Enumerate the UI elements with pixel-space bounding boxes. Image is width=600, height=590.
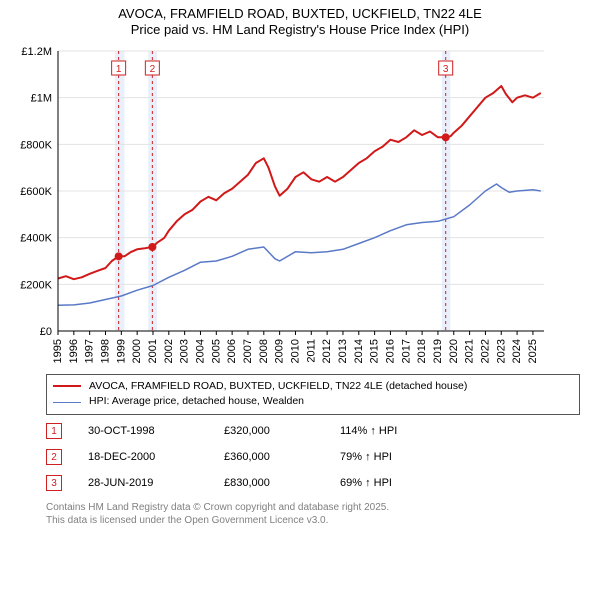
- x-tick-label: 2016: [384, 339, 396, 363]
- series-marker: [442, 133, 450, 141]
- marker-price: £360,000: [224, 451, 314, 463]
- x-tick-label: 2008: [258, 339, 270, 363]
- x-tick-label: 1995: [52, 339, 64, 363]
- marker-hpi: 79% ↑ HPI: [340, 451, 450, 463]
- x-tick-label: 1996: [68, 339, 80, 363]
- x-tick-label: 2010: [289, 339, 301, 363]
- x-tick-label: 2018: [416, 339, 428, 363]
- x-tick-label: 2001: [147, 339, 159, 363]
- x-tick-label: 1997: [84, 339, 96, 363]
- title-line-2: Price paid vs. HM Land Registry's House …: [0, 22, 600, 38]
- marker-table: 1 30-OCT-1998 £320,000 114% ↑ HPI 2 18-DEC-20…: [46, 423, 580, 491]
- x-tick-label: 2024: [511, 339, 523, 363]
- chart-title-block: AVOCA, FRAMFIELD ROAD, BUXTED, UCKFIELD,…: [0, 0, 600, 39]
- legend-swatch: [53, 402, 81, 403]
- x-tick-label: 1998: [99, 339, 111, 363]
- marker-badge: 2: [46, 449, 62, 465]
- x-tick-label: 2005: [210, 339, 222, 363]
- x-tick-label: 2021: [464, 339, 476, 363]
- legend-swatch: [53, 385, 81, 387]
- y-tick-label: £800K: [20, 139, 52, 151]
- x-tick-label: 2011: [305, 339, 317, 363]
- series-marker: [115, 252, 123, 260]
- marker-row: 3 28-JUN-2019 £830,000 69% ↑ HPI: [46, 475, 580, 491]
- title-line-1: AVOCA, FRAMFIELD ROAD, BUXTED, UCKFIELD,…: [0, 6, 600, 22]
- marker-date: 30-OCT-1998: [88, 425, 198, 437]
- x-tick-label: 2007: [242, 339, 254, 363]
- x-tick-label: 2009: [274, 339, 286, 363]
- footer-attribution: Contains HM Land Registry data © Crown c…: [46, 501, 580, 527]
- footer-line-2: This data is licensed under the Open Gov…: [46, 514, 580, 527]
- event-badge-label: 2: [150, 64, 156, 75]
- footer-line-1: Contains HM Land Registry data © Crown c…: [46, 501, 580, 514]
- x-tick-label: 2006: [226, 339, 238, 363]
- x-tick-label: 2014: [353, 339, 365, 363]
- y-tick-label: £0: [40, 326, 52, 338]
- x-tick-label: 2015: [369, 339, 381, 363]
- x-tick-label: 2000: [131, 339, 143, 363]
- event-badge-label: 3: [443, 64, 449, 75]
- marker-date: 28-JUN-2019: [88, 477, 198, 489]
- x-tick-label: 2020: [448, 339, 460, 363]
- marker-price: £320,000: [224, 425, 314, 437]
- legend-item: HPI: Average price, detached house, Weal…: [53, 394, 573, 410]
- x-tick-label: 2002: [163, 339, 175, 363]
- series-marker: [148, 243, 156, 251]
- y-tick-label: £600K: [20, 186, 52, 198]
- legend: AVOCA, FRAMFIELD ROAD, BUXTED, UCKFIELD,…: [46, 374, 580, 416]
- marker-row: 1 30-OCT-1998 £320,000 114% ↑ HPI: [46, 423, 580, 439]
- x-tick-label: 2017: [400, 339, 412, 363]
- legend-label: HPI: Average price, detached house, Weal…: [89, 394, 304, 410]
- y-tick-label: £1.2M: [21, 46, 52, 58]
- x-tick-label: 2022: [479, 339, 491, 363]
- legend-item: AVOCA, FRAMFIELD ROAD, BUXTED, UCKFIELD,…: [53, 379, 573, 395]
- chart-svg: £0 £200K £400K £600K £800K £1M £1.2M 1995 1996 19…: [12, 43, 552, 363]
- marker-hpi: 114% ↑ HPI: [340, 425, 450, 437]
- event-badge-label: 1: [116, 64, 122, 75]
- x-tick-label: 2019: [432, 339, 444, 363]
- x-tick-label: 2012: [321, 339, 333, 363]
- x-tick-label: 2013: [337, 339, 349, 363]
- x-tick-label: 2025: [527, 339, 539, 363]
- x-tick-label: 2004: [194, 339, 206, 363]
- chart-area: £0 £200K £400K £600K £800K £1M £1.2M 1995 1996 19…: [12, 43, 588, 368]
- y-tick-label: £1M: [31, 92, 52, 104]
- legend-label: AVOCA, FRAMFIELD ROAD, BUXTED, UCKFIELD,…: [89, 379, 467, 395]
- marker-hpi: 69% ↑ HPI: [340, 477, 450, 489]
- x-tick-label: 2023: [495, 339, 507, 363]
- marker-row: 2 18-DEC-2000 £360,000 79% ↑ HPI: [46, 449, 580, 465]
- marker-price: £830,000: [224, 477, 314, 489]
- y-tick-label: £400K: [20, 232, 52, 244]
- marker-badge: 1: [46, 423, 62, 439]
- marker-badge: 3: [46, 475, 62, 491]
- y-tick-label: £200K: [20, 279, 52, 291]
- x-tick-label: 2003: [179, 339, 191, 363]
- marker-date: 18-DEC-2000: [88, 451, 198, 463]
- x-tick-label: 1999: [115, 339, 127, 363]
